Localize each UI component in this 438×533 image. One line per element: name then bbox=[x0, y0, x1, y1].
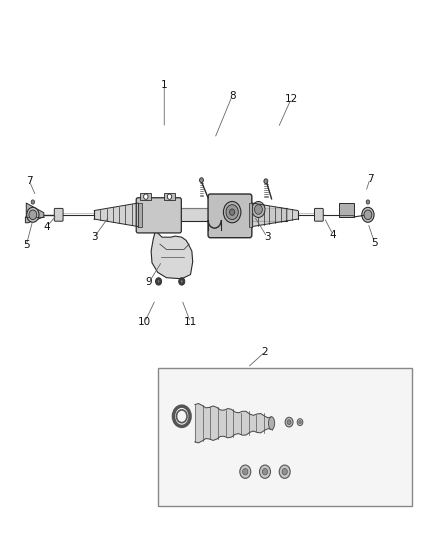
Ellipse shape bbox=[254, 205, 262, 214]
Ellipse shape bbox=[31, 200, 35, 204]
Bar bbox=[158, 368, 412, 506]
Text: 7: 7 bbox=[26, 176, 33, 186]
Text: 3: 3 bbox=[91, 232, 98, 242]
Ellipse shape bbox=[362, 207, 374, 222]
Ellipse shape bbox=[282, 469, 287, 475]
Ellipse shape bbox=[299, 421, 301, 424]
Bar bbox=[138, 208, 287, 221]
Ellipse shape bbox=[240, 465, 251, 479]
Ellipse shape bbox=[259, 465, 271, 479]
Text: 12: 12 bbox=[285, 94, 298, 103]
Text: 7: 7 bbox=[367, 174, 374, 183]
Text: 4: 4 bbox=[329, 230, 336, 239]
Text: 5: 5 bbox=[23, 240, 30, 250]
Polygon shape bbox=[25, 203, 44, 223]
Ellipse shape bbox=[155, 278, 162, 285]
FancyBboxPatch shape bbox=[208, 194, 252, 238]
Ellipse shape bbox=[230, 209, 235, 215]
Text: 5: 5 bbox=[371, 238, 378, 247]
Text: 3: 3 bbox=[264, 232, 271, 242]
Ellipse shape bbox=[144, 194, 148, 199]
Ellipse shape bbox=[29, 210, 37, 220]
FancyBboxPatch shape bbox=[314, 208, 323, 221]
Ellipse shape bbox=[223, 201, 241, 223]
Ellipse shape bbox=[200, 178, 203, 182]
Bar bbox=[249, 203, 252, 227]
Bar bbox=[140, 193, 151, 200]
Bar bbox=[138, 203, 142, 227]
Text: 10: 10 bbox=[138, 318, 151, 327]
FancyBboxPatch shape bbox=[136, 198, 181, 233]
Ellipse shape bbox=[179, 278, 185, 285]
Ellipse shape bbox=[268, 417, 275, 430]
Ellipse shape bbox=[285, 417, 293, 427]
Ellipse shape bbox=[366, 200, 370, 204]
Ellipse shape bbox=[167, 194, 172, 199]
Ellipse shape bbox=[264, 179, 268, 183]
Text: 8: 8 bbox=[229, 91, 236, 101]
Text: 1: 1 bbox=[161, 80, 168, 90]
Ellipse shape bbox=[180, 280, 183, 283]
Ellipse shape bbox=[262, 469, 268, 475]
Polygon shape bbox=[339, 203, 354, 217]
Text: 2: 2 bbox=[261, 347, 268, 357]
Ellipse shape bbox=[243, 469, 248, 475]
Ellipse shape bbox=[157, 280, 160, 283]
Ellipse shape bbox=[297, 419, 303, 425]
Text: 4: 4 bbox=[43, 222, 50, 231]
Ellipse shape bbox=[252, 201, 265, 217]
Bar bbox=[164, 193, 175, 200]
Ellipse shape bbox=[27, 207, 39, 222]
Ellipse shape bbox=[364, 210, 372, 220]
Polygon shape bbox=[151, 231, 193, 279]
Text: 11: 11 bbox=[184, 318, 197, 327]
FancyBboxPatch shape bbox=[54, 208, 63, 221]
Ellipse shape bbox=[226, 205, 238, 220]
Ellipse shape bbox=[287, 420, 291, 424]
Text: 9: 9 bbox=[145, 278, 152, 287]
Ellipse shape bbox=[279, 465, 290, 479]
